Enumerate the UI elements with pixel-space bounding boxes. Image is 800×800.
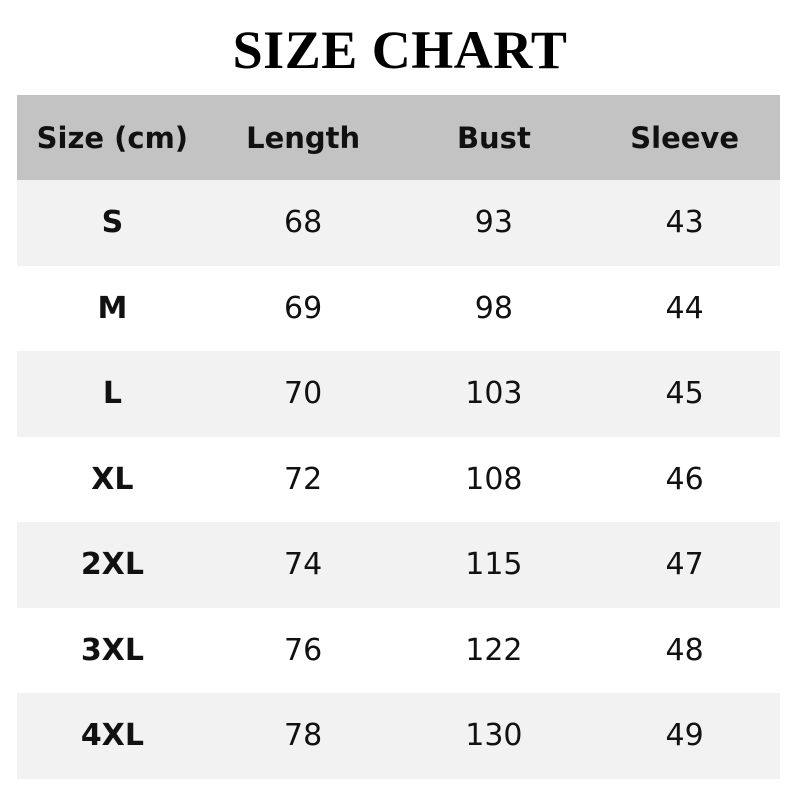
sleeve-cell: 44: [665, 290, 704, 326]
bust-cell: 130: [465, 718, 523, 754]
bust-cell: 103: [465, 376, 523, 412]
size-cell: 3XL: [80, 632, 144, 668]
header-length: Length: [246, 120, 361, 155]
sleeve-cell: 47: [665, 547, 704, 583]
length-cell: 74: [284, 547, 323, 583]
length-cell: 69: [284, 290, 323, 326]
header-size: Size (cm): [36, 120, 189, 155]
table-row: S 68 93 43: [17, 180, 780, 266]
size-cell: XL: [91, 461, 134, 497]
size-cell: 2XL: [80, 547, 144, 583]
page-title: SIZE CHART: [232, 20, 568, 80]
table-row: 4XL 78 130 49: [17, 693, 780, 779]
size-cell: L: [102, 376, 122, 412]
bust-cell: 122: [465, 632, 523, 668]
table-header: Size (cm) Length Bust Sleeve: [17, 95, 780, 180]
size-table: Size (cm) Length Bust Sleeve S 68 93 43 M 69 9…: [17, 95, 780, 779]
sleeve-cell: 49: [665, 718, 704, 754]
header-bust: Bust: [456, 120, 531, 155]
sleeve-cell: 43: [665, 205, 704, 241]
length-cell: 72: [284, 461, 323, 497]
sleeve-cell: 48: [665, 632, 704, 668]
table-row: L 70 103 45: [17, 351, 780, 437]
table-row: XL 72 108 46: [17, 436, 780, 522]
bust-cell: 108: [465, 461, 523, 497]
table-row: 3XL 76 122 48: [17, 607, 780, 693]
length-cell: 70: [284, 376, 323, 412]
size-cell: M: [97, 290, 128, 326]
bust-cell: 115: [465, 547, 523, 583]
sleeve-cell: 46: [665, 461, 704, 497]
header-sleeve: Sleeve: [630, 120, 739, 155]
length-cell: 76: [284, 632, 323, 668]
size-cell: S: [101, 205, 124, 241]
sleeve-cell: 45: [665, 376, 704, 412]
length-cell: 78: [284, 718, 323, 754]
table-row: M 69 98 44: [17, 265, 780, 351]
bust-cell: 98: [474, 290, 513, 326]
bust-cell: 93: [474, 205, 513, 241]
table-row: 2XL 74 115 47: [17, 522, 780, 608]
length-cell: 68: [284, 205, 323, 241]
size-cell: 4XL: [80, 718, 144, 754]
